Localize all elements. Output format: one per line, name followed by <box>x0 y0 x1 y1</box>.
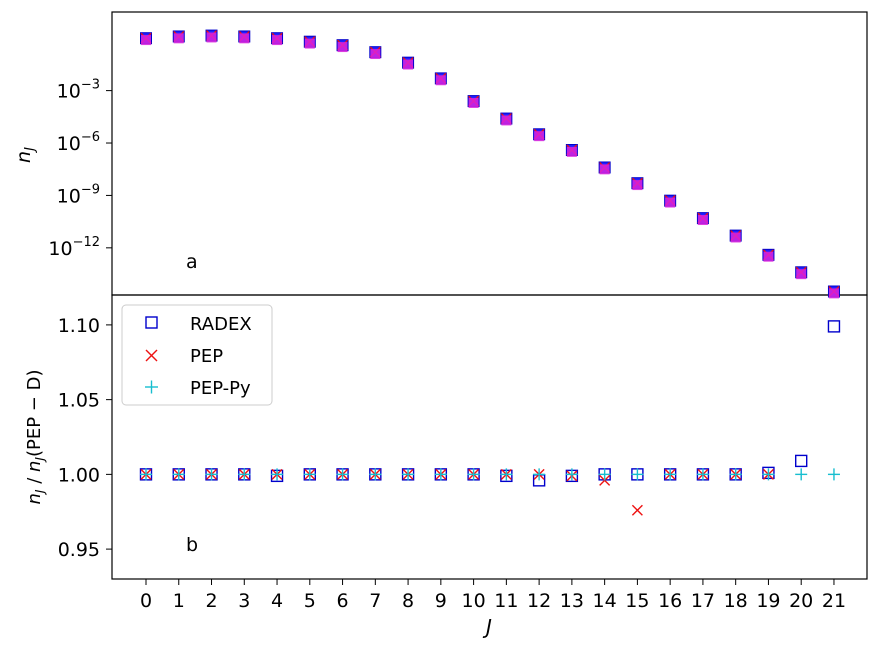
panel-a-ytick-label: 10−3 <box>57 78 100 103</box>
x-tick-label: 14 <box>593 590 617 612</box>
x-tick-label: 19 <box>756 590 780 612</box>
panel-a-point-magenta <box>730 232 741 243</box>
panel-a-ytick-label: 10−9 <box>57 182 100 207</box>
panel-a-point-magenta <box>141 35 151 46</box>
panel-b-ylabel: nJ / nJ(PEP − D) <box>24 370 47 505</box>
panel-b-ytick-label: 0.95 <box>58 539 100 561</box>
panel-b-points <box>139 320 841 516</box>
x-tick-label: 9 <box>435 590 447 612</box>
panel-a-point-magenta <box>828 288 839 299</box>
panel-b-point-peppy <box>500 468 513 481</box>
panel-a-point-magenta <box>534 131 545 142</box>
panel-b-letter: b <box>186 534 198 556</box>
panel-b-point-peppy <box>434 468 447 481</box>
x-tick-label: 5 <box>304 590 316 612</box>
panel-b-point-peppy <box>664 468 677 481</box>
panel-a-letter: a <box>186 251 198 273</box>
panel-a-ytick-label: 10−12 <box>48 235 100 260</box>
panel-a-point-magenta <box>403 59 414 70</box>
panel-a-point-magenta <box>665 197 676 208</box>
panel-a-points <box>140 29 840 299</box>
legend-radex-marker <box>145 316 158 329</box>
x-tick-label: 12 <box>527 590 551 612</box>
panel-a-point-magenta <box>697 215 708 226</box>
panel-a-point-magenta <box>599 164 610 175</box>
panel-b-point-peppy <box>696 468 709 481</box>
panel-a-point-magenta <box>435 75 446 86</box>
panel-a-point-magenta <box>206 32 217 43</box>
x-tick-label: 15 <box>625 590 649 612</box>
panel-b-point-peppy <box>303 468 316 481</box>
x-tick-label: 1 <box>173 590 185 612</box>
panel-b-point-peppy <box>172 468 185 481</box>
x-tick-label: 10 <box>462 590 486 612</box>
x-ticks: 0 1 2 3 4 5 6 7 8 9 10 11 12 13 14 15 16 17 18 19 20 21 <box>140 579 846 612</box>
panel-b-point-peppy <box>402 468 415 481</box>
panel-a-point-magenta <box>468 97 479 108</box>
panel-a-ytick-label: 10−6 <box>57 130 100 155</box>
panel-b-point-peppy <box>467 468 480 481</box>
panel-a-point-magenta <box>632 180 643 191</box>
x-tick-label: 0 <box>140 590 152 612</box>
panel-a-point-magenta <box>272 35 283 46</box>
x-tick-label: 2 <box>205 590 217 612</box>
x-tick-label: 8 <box>402 590 414 612</box>
legend-peppy-marker <box>145 380 158 394</box>
legend-box <box>121 304 273 406</box>
panel-b-point-peppy <box>140 468 152 481</box>
x-tick-label: 11 <box>494 590 518 612</box>
panel-b-point-peppy <box>729 468 742 481</box>
x-tick-label: 7 <box>369 590 381 612</box>
panel-b-point-peppy <box>631 468 644 481</box>
x-tick-label: 13 <box>560 590 584 612</box>
panel-b-frame <box>111 294 868 580</box>
panel-b-y-ticks: 0.95 1.00 1.05 1.10 <box>58 315 112 561</box>
panel-b-ytick-label: 1.10 <box>58 315 100 337</box>
panel-b-point-peppy <box>533 468 546 481</box>
panel-a-point-magenta <box>763 251 774 262</box>
x-tick-label: 17 <box>691 590 715 612</box>
panel-a-point-magenta <box>173 33 184 44</box>
x-tick-label: 16 <box>658 590 682 612</box>
panel-b-point-peppy <box>238 468 251 481</box>
x-tick-label: 4 <box>271 590 283 612</box>
panel-a-ylabel: nJ <box>13 147 38 163</box>
panel-b-point-radex <box>827 320 841 333</box>
panel-a-point-magenta <box>239 33 250 44</box>
panel-b-ytick-label: 1.00 <box>58 464 100 486</box>
panel-b-point-peppy <box>205 468 218 481</box>
panel-b-point-peppy <box>369 468 382 481</box>
panel-a-point-magenta <box>337 42 348 53</box>
x-tick-label: 20 <box>789 590 813 612</box>
panel-a-point-magenta <box>370 49 381 60</box>
x-tick-label: 6 <box>337 590 349 612</box>
legend-peppy-label: PEP-Py <box>190 378 251 399</box>
panel-a-point-magenta <box>501 115 512 126</box>
legend-pep-label: PEP <box>190 346 223 367</box>
panel-b-ytick-label: 1.05 <box>58 390 100 412</box>
panel-b-point-pep <box>631 504 643 516</box>
panel-a-point-magenta <box>304 38 315 49</box>
legend: RADEX PEP PEP-Py <box>121 304 273 406</box>
legend-pep-marker <box>145 349 158 362</box>
x-axis-label: J <box>482 615 492 639</box>
panel-b-point-peppy <box>795 468 808 481</box>
panel-b-point-peppy <box>271 468 284 481</box>
panel-b-point-radex <box>795 454 808 468</box>
panel-a-frame <box>111 11 868 296</box>
legend-radex-label: RADEX <box>190 314 252 335</box>
panel-b-point-peppy <box>598 468 611 481</box>
x-tick-label: 18 <box>724 590 748 612</box>
x-tick-label: 21 <box>822 590 846 612</box>
panel-b-point-peppy <box>762 468 775 481</box>
panel-a-point-magenta <box>566 146 577 157</box>
panel-b-point-peppy <box>827 468 840 481</box>
x-tick-label: 3 <box>238 590 250 612</box>
panel-a-y-ticks: 10−3 10−6 10−9 10−12 <box>48 78 112 260</box>
panel-a-point-magenta <box>796 269 807 280</box>
panel-b-point-peppy <box>336 468 349 481</box>
panel-b-point-peppy <box>565 468 578 481</box>
